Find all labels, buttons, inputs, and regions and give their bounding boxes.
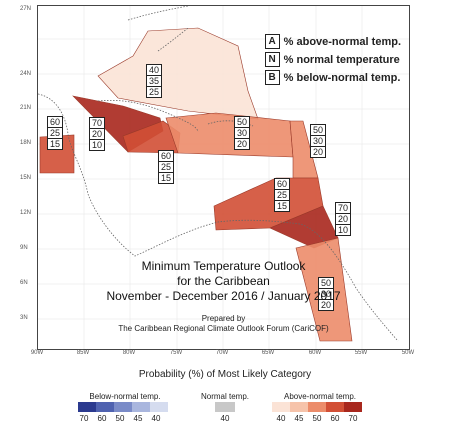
below-normal-swatch [96,402,114,412]
scale-tick: 40 [276,414,286,423]
lon-label: 65W [261,350,275,356]
lat-label: 24N [20,71,32,77]
normal-swatch [215,402,235,412]
region-leeward-values: 50 30 20 [310,124,326,158]
zone-bahamas [97,27,259,120]
scale-title: Probability (%) of Most Likely Category [138,369,312,380]
above-normal-swatch [344,402,362,412]
below-value: 10 [335,224,351,236]
below-value: 10 [89,139,105,151]
lat-label: 12N [20,210,32,216]
normal-value: 30 [318,288,334,300]
key-letter: N [264,52,280,67]
region-cuba-values: 70 20 10 [89,117,105,151]
key-row-below: B % below-normal temp. [264,70,401,85]
below-normal-swatch [150,402,168,412]
scale-tick: 45 [133,414,143,423]
map-title-line1: Minimum Temperature Outlook [141,259,306,273]
above-normal-swatch [290,402,308,412]
region-belize-values: 60 25 15 [47,116,63,150]
scale-tick: 40 [151,414,161,423]
region-hispaniola-values: 50 30 20 [234,116,250,150]
key-text: % normal temperature [283,53,400,66]
lon-label: 80W [122,350,136,356]
scale-tick: 50 [115,414,125,423]
below-normal-label: Below-normal temp. [89,392,161,401]
map-title-line2: for the Caribbean [177,274,270,288]
region-trinidad-values: 70 20 10 [335,202,351,236]
outlook-map: 40 35 25 60 25 15 70 20 10 60 25 15 50 3… [37,5,410,350]
lat-label: 15N [20,175,32,181]
scale-tick: 70 [79,414,89,423]
below-value: 15 [47,138,63,150]
key-text: % above-normal temp. [283,35,401,48]
scale-tick: 50 [312,414,322,423]
lat-label: 3N [20,315,28,321]
prepared-by: Prepared by [201,314,246,323]
below-value: 20 [234,138,250,150]
above-normal-swatch [272,402,290,412]
above-normal-swatch [326,402,344,412]
region-bahamas-values: 40 35 25 [146,64,162,98]
key-text: % below-normal temp. [283,71,401,84]
below-normal-swatch [78,402,96,412]
key-letter: B [264,70,280,85]
below-value: 25 [146,86,162,98]
below-normal-swatch [114,402,132,412]
category-key: A % above-normal temp. N % normal temper… [264,34,401,88]
lat-label: 6N [20,280,28,286]
lon-label: 85W [76,350,90,356]
lon-label: 90W [30,350,44,356]
scale-tick: 40 [220,414,230,423]
scale-tick: 60 [97,414,107,423]
prepared-by-org: The Caribbean Regional Climate Outlook F… [118,324,329,333]
region-windward-values: 60 25 15 [274,178,290,212]
key-row-normal: N % normal temperature [264,52,401,67]
lat-label: 27N [20,6,32,12]
below-normal-swatch [132,402,150,412]
normal-value: 30 [310,135,326,147]
below-value: 20 [318,299,334,311]
above-value: 60 [47,116,63,128]
lon-label: 55W [354,350,368,356]
lat-label: 21N [20,105,32,111]
lon-label: 70W [215,350,229,356]
normal-label: Normal temp. [200,392,249,401]
lat-label: 9N [20,245,28,251]
map-canvas [38,6,409,349]
region-guianas-values: 50 30 20 [318,277,334,311]
scale-tick: 70 [348,414,358,423]
map-title-line3: November - December 2016 / January 2017 [106,289,341,303]
zone-hispaniola [165,112,294,158]
scale-tick: 45 [294,414,304,423]
above-normal-label: Above-normal temp. [283,392,357,401]
lat-label: 18N [20,140,32,146]
region-cayman-values: 60 25 15 [158,150,174,184]
scale-tick: 60 [330,414,340,423]
key-letter: A [264,34,280,49]
below-value: 15 [158,172,174,184]
below-value: 20 [310,146,326,158]
above-normal-swatch [308,402,326,412]
lon-label: 75W [169,350,183,356]
key-row-above: A % above-normal temp. [264,34,401,49]
lon-label: 60W [308,350,322,356]
below-value: 15 [274,200,290,212]
lon-label: 50W [401,350,415,356]
